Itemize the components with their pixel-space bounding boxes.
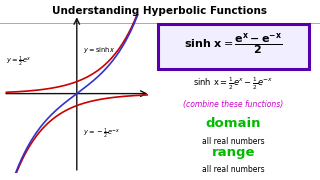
Text: all real numbers: all real numbers [202,137,265,146]
Text: $y = \sinh x$: $y = \sinh x$ [83,45,116,55]
Text: domain: domain [206,117,261,130]
Text: range: range [212,146,255,159]
Text: (combine these functions): (combine these functions) [183,100,284,109]
Text: Understanding Hyperbolic Functions: Understanding Hyperbolic Functions [52,6,268,16]
Text: $y = \frac{1}{2}e^x$: $y = \frac{1}{2}e^x$ [6,55,32,69]
Text: $\mathrm{sinh\ x} = \frac{1}{2}e^x - \frac{1}{2}e^{-x}$: $\mathrm{sinh\ x} = \frac{1}{2}e^x - \fr… [193,75,274,91]
FancyBboxPatch shape [158,24,309,69]
Text: all real numbers: all real numbers [202,165,265,174]
Text: $y = -\frac{1}{2}e^{-x}$: $y = -\frac{1}{2}e^{-x}$ [83,127,120,141]
Text: $\mathbf{sinh\ x} = \dfrac{\mathbf{e^x - e^{-x}}}{\mathbf{2}}$: $\mathbf{sinh\ x} = \dfrac{\mathbf{e^x -… [184,31,283,57]
